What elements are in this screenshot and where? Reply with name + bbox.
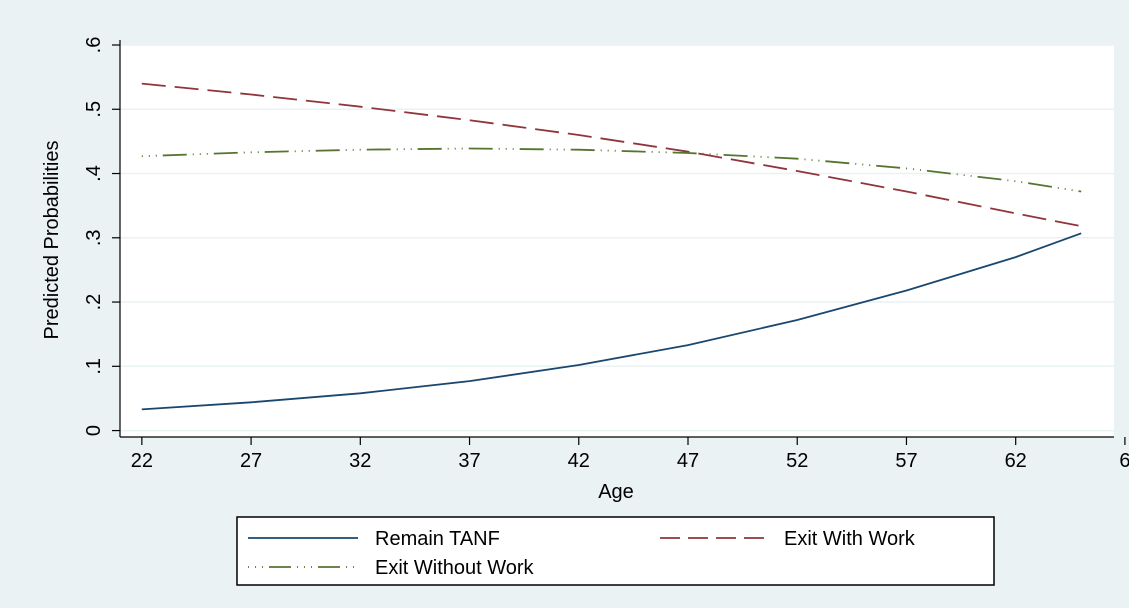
x-tick-label: 42 — [568, 450, 590, 472]
series-line-exit-without-work — [141, 147, 1082, 193]
axes — [119, 40, 1114, 438]
y-tick-label: .5 — [83, 101, 105, 118]
legend-label-remain-tanf: Remain TANF — [375, 528, 500, 550]
series-line-exit-with-work — [141, 82, 1082, 228]
x-tick-label: 6 — [1119, 450, 1129, 472]
y-tick-label: .1 — [83, 358, 105, 375]
y-axis-ticks: 0 .1 .2 .3 .4 .5 .6 — [83, 37, 120, 436]
x-axis-ticks: 22 27 32 37 42 47 52 57 62 6 — [131, 437, 1129, 472]
y-tick-label: .6 — [83, 37, 105, 54]
y-tick-label: .3 — [83, 229, 105, 246]
grid-lines — [120, 44, 1114, 432]
series-lines — [141, 82, 1082, 411]
y-tick-label: .4 — [83, 165, 105, 182]
series-line-remain-tanf — [141, 232, 1082, 411]
y-tick-label: 0 — [83, 425, 105, 436]
x-tick-label: 57 — [895, 450, 917, 472]
plot-area — [120, 45, 1114, 437]
y-axis-title: Predicted Probabilities — [41, 141, 63, 340]
y-tick-label: .2 — [83, 294, 105, 311]
x-tick-label: 37 — [458, 450, 480, 472]
x-tick-label: 62 — [1005, 450, 1027, 472]
legend-box — [236, 516, 995, 586]
legend-label-exit-with-work: Exit With Work — [784, 528, 916, 550]
legend-label-exit-without-work: Exit Without Work — [375, 557, 535, 579]
x-axis-title: Age — [598, 481, 634, 503]
legend: Remain TANF Exit With Work Exit Without … — [236, 516, 995, 586]
x-tick-label: 22 — [131, 450, 153, 472]
x-tick-label: 47 — [677, 450, 699, 472]
x-tick-label: 32 — [349, 450, 371, 472]
x-tick-label: 27 — [240, 450, 262, 472]
x-tick-label: 52 — [786, 450, 808, 472]
